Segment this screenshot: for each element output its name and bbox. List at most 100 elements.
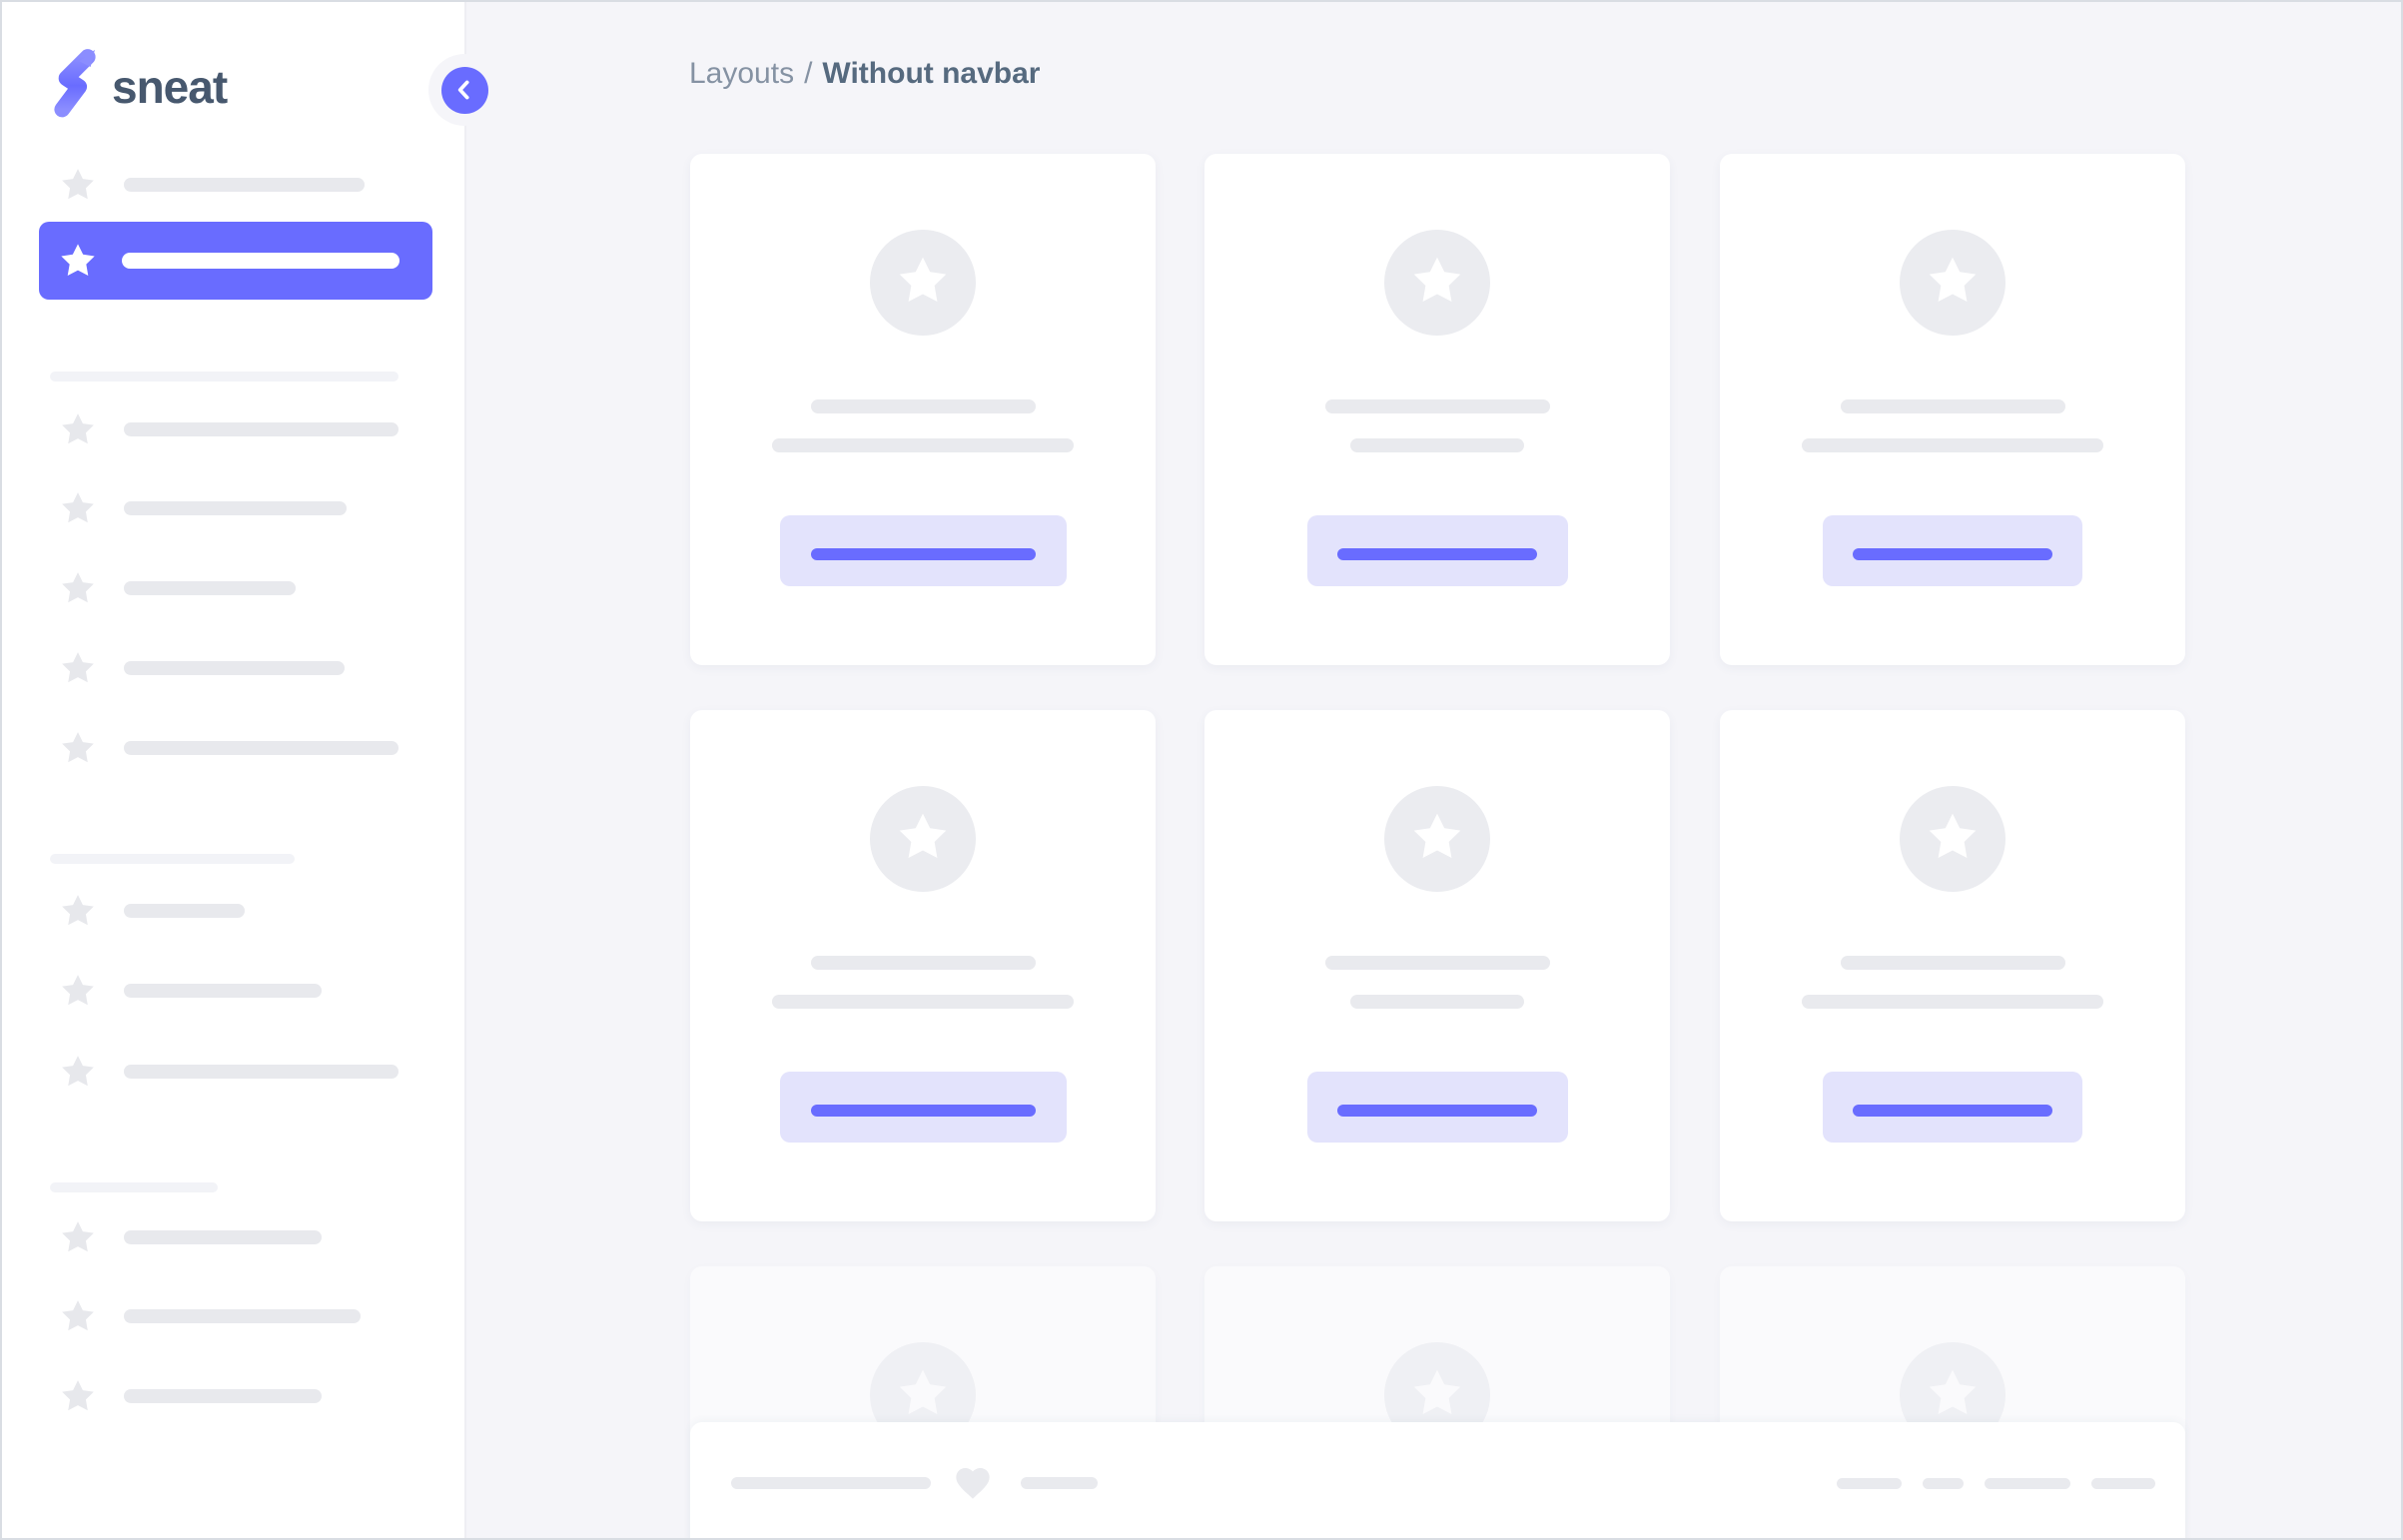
placeholder-bar <box>124 1389 322 1403</box>
placeholder-card <box>690 710 1156 1221</box>
placeholder-bar <box>124 984 322 998</box>
placeholder-bar <box>2091 1477 2155 1489</box>
placeholder-bar <box>50 854 295 864</box>
placeholder-bar <box>1837 1477 1902 1489</box>
chevron-left-icon <box>440 66 488 114</box>
bottom-bar <box>690 1422 2185 1538</box>
placeholder-bar <box>1985 1477 2070 1489</box>
sidebar-item[interactable] <box>2 969 464 1013</box>
star-icon <box>1925 253 1981 314</box>
placeholder-bar <box>124 581 296 595</box>
sidebar-section-header <box>2 1182 464 1192</box>
sneat-logo-icon <box>54 49 96 118</box>
star-icon <box>59 1377 97 1420</box>
sidebar-item[interactable] <box>2 486 464 530</box>
sidebar-section-header <box>2 854 464 864</box>
sidebar-item[interactable] <box>2 163 464 207</box>
star-icon <box>1925 1365 1981 1426</box>
placeholder-line <box>810 956 1036 970</box>
card-button[interactable] <box>1823 515 2082 586</box>
placeholder-bar <box>124 1230 322 1244</box>
brand[interactable]: sneat <box>2 2 464 142</box>
placeholder-bar <box>124 422 399 436</box>
breadcrumb-separator: / <box>804 57 813 90</box>
sidebar-item[interactable] <box>2 407 464 451</box>
star-icon <box>59 972 97 1015</box>
star-icon <box>59 166 97 209</box>
button-label-bar <box>1853 548 2052 560</box>
star-icon <box>59 489 97 532</box>
placeholder-line <box>810 399 1036 413</box>
sidebar-item[interactable] <box>2 1374 464 1418</box>
placeholder-bar <box>124 904 245 918</box>
placeholder-line <box>1350 995 1524 1009</box>
star-icon <box>895 1365 951 1426</box>
star-icon <box>59 1053 97 1096</box>
placeholder-card <box>690 154 1156 665</box>
button-label-bar <box>1337 1105 1537 1117</box>
sidebar-item[interactable] <box>2 1294 464 1338</box>
placeholder-bar <box>124 741 399 755</box>
star-icon <box>1409 809 1465 870</box>
heart-icon[interactable] <box>953 1463 993 1503</box>
placeholder-line <box>772 438 1074 452</box>
sidebar-item-active[interactable] <box>2 222 464 300</box>
avatar-circle <box>870 230 976 336</box>
star-icon <box>59 1297 97 1340</box>
placeholder-bar <box>50 1182 218 1192</box>
placeholder-line <box>772 995 1074 1009</box>
sidebar-item[interactable] <box>2 889 464 933</box>
placeholder-card <box>1720 710 2185 1221</box>
placeholder-bar <box>122 253 400 269</box>
sidebar: sneat <box>2 2 466 1538</box>
sidebar-item[interactable] <box>2 1215 464 1259</box>
bottom-bar-right-group <box>1837 1477 2155 1489</box>
avatar-circle <box>1384 786 1490 892</box>
bottom-bar-left-group <box>731 1463 1098 1503</box>
star-icon <box>59 729 97 772</box>
star-icon <box>59 410 97 453</box>
placeholder-bar <box>124 1065 399 1079</box>
star-icon <box>895 809 951 870</box>
sidebar-item[interactable] <box>2 566 464 610</box>
avatar-circle <box>1900 230 2005 336</box>
placeholder-card <box>1720 154 2185 665</box>
placeholder-bar <box>1021 1477 1098 1489</box>
star-icon <box>1409 253 1465 314</box>
placeholder-bar <box>731 1477 931 1489</box>
sidebar-nav <box>2 2 464 1538</box>
placeholder-line <box>1350 438 1524 452</box>
card-button[interactable] <box>1306 515 1568 586</box>
button-label-bar <box>810 1105 1036 1117</box>
star-icon <box>59 892 97 935</box>
sidebar-item[interactable] <box>2 1050 464 1094</box>
button-label-bar <box>1337 548 1537 560</box>
breadcrumb-link-layouts[interactable]: Layouts <box>689 57 795 90</box>
placeholder-line <box>1802 995 2103 1009</box>
star-icon <box>59 1218 97 1261</box>
placeholder-line <box>1840 956 2065 970</box>
placeholder-bar <box>124 1309 361 1323</box>
placeholder-card <box>1204 154 1670 665</box>
avatar-circle <box>1900 786 2005 892</box>
card-button[interactable] <box>779 1072 1067 1143</box>
sidebar-item[interactable] <box>2 646 464 690</box>
sidebar-collapse-toggle[interactable] <box>428 54 500 126</box>
avatar-circle <box>870 786 976 892</box>
placeholder-line <box>1840 399 2065 413</box>
button-label-bar <box>810 548 1036 560</box>
placeholder-bar <box>124 501 347 515</box>
placeholder-bar <box>124 178 365 192</box>
card-button[interactable] <box>1823 1072 2082 1143</box>
placeholder-line <box>1324 399 1550 413</box>
star-icon <box>59 569 97 612</box>
avatar-circle <box>1384 230 1490 336</box>
star-icon <box>895 253 951 314</box>
sidebar-section-header <box>2 372 464 382</box>
card-button[interactable] <box>779 515 1067 586</box>
star-icon <box>1925 809 1981 870</box>
brand-name: sneat <box>112 61 228 113</box>
card-button[interactable] <box>1306 1072 1568 1143</box>
breadcrumb-current: Without navbar <box>822 57 1041 90</box>
sidebar-item[interactable] <box>2 726 464 770</box>
